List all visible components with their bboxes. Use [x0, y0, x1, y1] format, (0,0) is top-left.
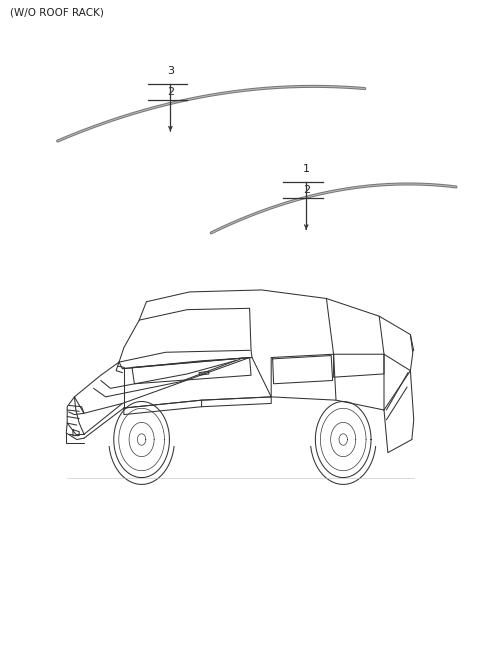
Text: (W/O ROOF RACK): (W/O ROOF RACK)	[10, 8, 104, 18]
Text: 2: 2	[303, 185, 310, 195]
Text: 3: 3	[167, 66, 174, 76]
Text: 1: 1	[303, 165, 310, 174]
Text: 2: 2	[167, 87, 174, 97]
